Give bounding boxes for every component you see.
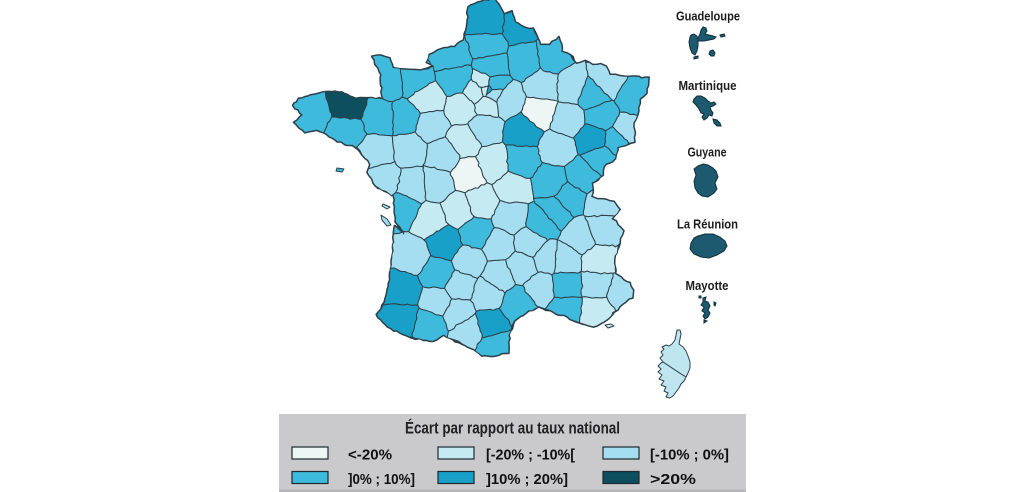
svg-text:Guadeloupe: Guadeloupe bbox=[676, 9, 740, 24]
svg-text:]0% ; 10%]: ]0% ; 10%] bbox=[348, 471, 415, 488]
svg-text:Guyane: Guyane bbox=[688, 145, 727, 160]
svg-text:<-20%: <-20% bbox=[348, 447, 392, 464]
svg-text:Mayotte: Mayotte bbox=[686, 278, 729, 293]
svg-text:[-20% ; -10%[: [-20% ; -10%[ bbox=[486, 447, 575, 464]
svg-text:[-10% ; 0%]: [-10% ; 0%] bbox=[650, 447, 729, 464]
svg-text:La Réunion: La Réunion bbox=[677, 217, 738, 232]
svg-text:Martinique: Martinique bbox=[679, 78, 737, 93]
svg-text:>20%: >20% bbox=[650, 471, 696, 488]
svg-text:Écart par rapport au taux nati: Écart par rapport au taux national bbox=[405, 419, 620, 438]
svg-text:]10% ; 20%]: ]10% ; 20%] bbox=[486, 471, 568, 488]
